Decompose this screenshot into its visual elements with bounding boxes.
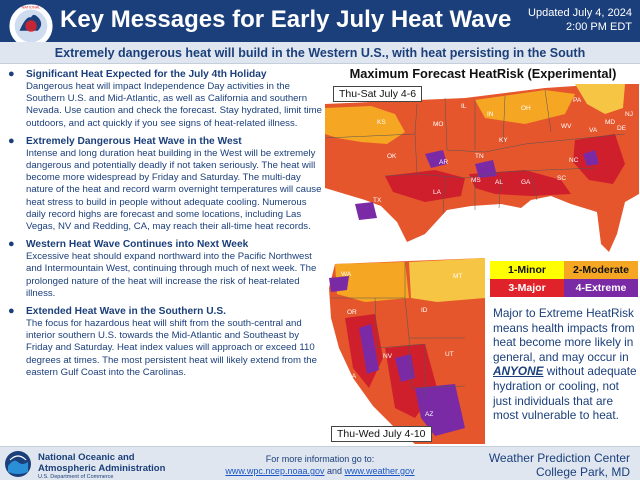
east-period-label: Thu-Sat July 4-6 [333,86,423,102]
state-label-ga: GA [521,179,531,186]
message-body: Dangerous heat will impact Independence … [26,81,322,129]
state-label-ar: AR [439,159,448,166]
state-label-id: ID [421,307,428,314]
state-label-il: IL [461,103,467,110]
message-title: Significant Heat Expected for the July 4… [26,69,267,80]
note-emphasis: ANYONE [493,364,544,379]
legend-moderate: 2-Moderate [564,261,638,279]
map-heading: Maximum Forecast HeatRisk (Experimental) [349,66,617,81]
message-west: ● Extremely Dangerous Heat Wave in the W… [4,135,322,233]
svg-text:NATIONAL: NATIONAL [22,6,41,10]
wpc-link[interactable]: www.wpc.ncep.noaa.gov [225,466,325,476]
updated-date: Updated July 4, 2024 [528,7,632,19]
state-label-ok: OK [387,153,397,160]
state-label-fl: FL [551,211,559,218]
state-label-nv: NV [383,353,393,360]
message-title: Extended Heat Wave in the Southern U.S. [26,306,227,318]
weather-gov-link[interactable]: www.weather.gov [344,466,415,476]
state-label-pa: PA [573,97,582,104]
heatrisk-legend: 1-Minor 2-Moderate 3-Major 4-Extreme [490,261,638,297]
header-bar: NATIONAL Key Messages for Early July Hea… [0,0,640,49]
agency-line-1: National Oceanic and [38,452,135,463]
state-label-tn: TN [475,153,484,160]
message-title: Western Heat Wave Continues into Next We… [26,239,249,251]
state-label-ca: CA [347,373,357,380]
heatrisk-note: Major to Extreme HeatRisk means health i… [493,306,639,423]
noaa-logo-icon [5,451,31,477]
west-period-label: Thu-Wed July 4-10 [331,426,432,442]
state-label-nc: NC [569,157,579,164]
legend-minor: 1-Minor [490,261,564,279]
agency-department: U.S. Department of Commerce [38,474,114,480]
state-label-sc: SC [557,175,566,182]
state-label-nj: NJ [625,111,633,118]
wpc-location: College Park, MD [535,465,630,479]
legend-extreme: 4-Extreme [564,279,638,297]
state-label-az: AZ [425,411,433,418]
subtitle-bar: Extremely dangerous heat will build in t… [0,42,640,64]
message-body: Excessive heat should expand northward i… [26,251,317,299]
state-label-or: OR [347,309,357,316]
state-label-la: LA [433,189,442,196]
message-next-week: ● Western Heat Wave Continues into Next … [4,238,322,300]
bullet-icon: ● [8,305,15,318]
state-label-ks: KS [377,119,386,126]
footer-bar: National Oceanic and Atmospheric Adminis… [0,446,640,480]
more-info: For more information go to: www.wpc.ncep… [220,453,420,477]
state-label-in: IN [487,111,494,118]
page-title: Key Messages for Early July Heat Wave [60,6,512,33]
message-holiday: ● Significant Heat Expected for the July… [4,68,322,130]
state-label-mo: MO [433,121,443,128]
state-label-tx: TX [373,197,382,204]
state-label-md: MD [605,119,615,126]
state-label-va: VA [589,127,598,134]
legend-major: 3-Major [490,279,564,297]
nws-logo-icon: NATIONAL [8,3,54,49]
state-label-mt: MT [453,273,462,280]
west-heatrisk-map: WA MT OR ID NV UT CA AZ [325,258,485,444]
agency-name: National Oceanic and Atmospheric Adminis… [38,452,166,474]
subtitle: Extremely dangerous heat will build in t… [54,46,586,60]
state-label-ut: UT [445,351,454,358]
link-separator: and [324,466,345,476]
bullet-icon: ● [8,238,15,251]
bullet-icon: ● [8,68,15,80]
wpc-name: Weather Prediction Center [488,451,630,465]
wpc-credit: Weather Prediction Center College Park, … [489,451,630,479]
updated-timestamp: Updated July 4, 2024 2:00 PM EDT [528,6,632,34]
message-south: ● Extended Heat Wave in the Southern U.S… [4,305,322,379]
message-body: The focus for hazardous heat will shift … [26,318,317,378]
agency-line-2: Atmospheric Administration [38,462,166,474]
state-label-wa: WA [341,271,352,278]
state-label-al: AL [495,179,503,186]
message-title: Extremely Dangerous Heat Wave in the Wes… [26,135,242,147]
state-label-ky: KY [499,137,508,144]
updated-time: 2:00 PM EDT [565,21,632,33]
bullet-icon: ● [8,134,15,147]
more-info-label: For more information go to: [265,454,375,464]
key-messages: ● Significant Heat Expected for the July… [4,68,322,384]
message-body: Intense and long duration heat building … [26,147,322,233]
state-label-ms: MS [471,177,481,184]
note-text-end: without adequate hydration or cooling, n… [493,364,637,423]
note-text-start: Major to Extreme HeatRisk means health i… [493,306,635,364]
state-label-oh: OH [521,105,531,112]
state-label-de: DE [617,125,627,132]
state-label-wv: WV [561,123,572,130]
